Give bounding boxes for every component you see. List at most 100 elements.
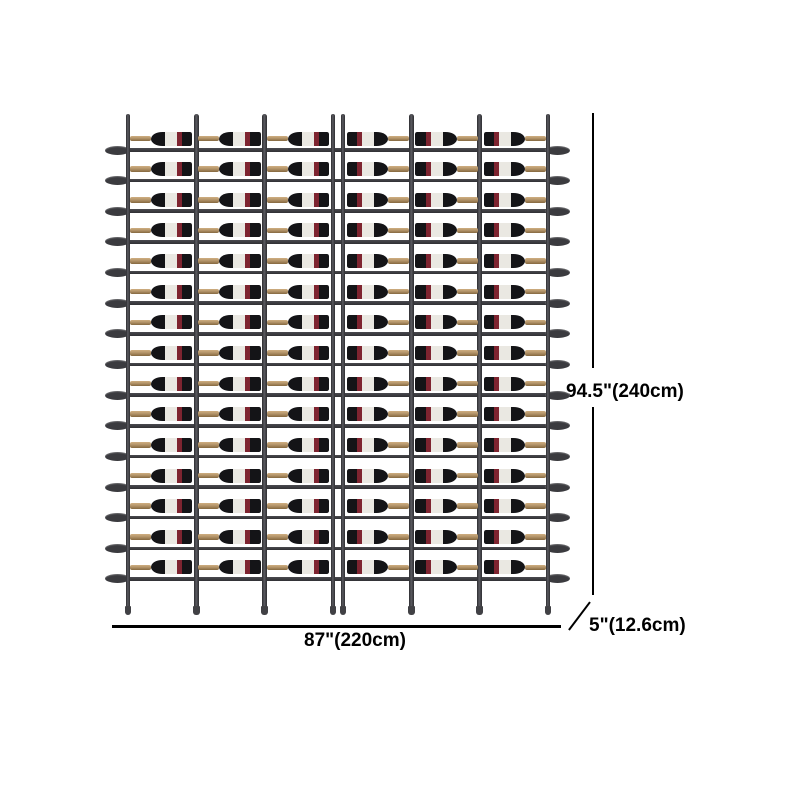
- bottle-label-red-band: [313, 529, 319, 544]
- bottle-neck: [130, 411, 151, 418]
- rail-loop: [105, 298, 130, 308]
- bottle-label-red-band: [425, 437, 431, 452]
- rack-post: [330, 114, 336, 614]
- bottle-label-red-band: [245, 499, 251, 514]
- bottle-body: [151, 560, 193, 575]
- bottle-label-red-band: [357, 529, 363, 544]
- bottle-label: [430, 468, 443, 483]
- bottle-body: [415, 560, 457, 575]
- bottle-label-red-band: [245, 254, 251, 269]
- bottle-body: [219, 499, 261, 514]
- rail-loop: [105, 329, 130, 339]
- bottle-label-red-band: [313, 131, 319, 146]
- bottle-body: [287, 345, 329, 360]
- rack-post: [262, 114, 267, 614]
- bottle-neck: [198, 227, 220, 234]
- bottle-label-red-band: [493, 560, 499, 575]
- bottle-neck: [266, 503, 288, 509]
- rail-loop: [545, 390, 570, 400]
- bottle-neck: [525, 319, 546, 326]
- width-dimension-label: 87"(220cm): [253, 631, 457, 651]
- bottle-label: [301, 315, 314, 330]
- bottle-neck: [456, 472, 478, 479]
- bottle-neck: [130, 503, 151, 509]
- bottle-neck: [456, 564, 478, 571]
- rail-loop: [105, 421, 130, 431]
- bottle-neck: [525, 135, 546, 142]
- bottle-label-red-band: [177, 468, 182, 483]
- bottle-label-red-band: [493, 376, 499, 391]
- bottle-label: [233, 162, 246, 177]
- bottle-label-red-band: [425, 499, 431, 514]
- rack-rail: [112, 301, 564, 305]
- bottle-neck: [456, 196, 478, 203]
- bottle-body: [415, 529, 457, 544]
- bottle-label-red-band: [357, 468, 363, 483]
- bottle-neck: [198, 319, 220, 326]
- rack-rail: [112, 515, 564, 520]
- bottle-label: [498, 407, 511, 422]
- bottle-body: [483, 284, 525, 299]
- bottle-body: [219, 529, 261, 544]
- bottle-label: [362, 345, 375, 360]
- bottle-label-red-band: [313, 437, 319, 452]
- bottle-body: [483, 345, 525, 360]
- bottle-label: [498, 254, 511, 269]
- bottle-body: [151, 345, 193, 360]
- bottle-body: [415, 345, 457, 360]
- bottle-neck: [130, 258, 151, 264]
- bottle-label-red-band: [425, 376, 431, 391]
- bottle-label: [301, 437, 314, 452]
- rail-loop: [545, 513, 570, 523]
- rail-loop: [545, 237, 570, 247]
- bottle-neck: [388, 135, 410, 142]
- bottle-label: [498, 162, 511, 177]
- bottle-body: [219, 192, 261, 207]
- bottle-label-red-band: [177, 315, 182, 330]
- bottle-body: [483, 529, 525, 544]
- bottle-label-red-band: [313, 162, 319, 177]
- bottle-label: [233, 315, 246, 330]
- bottle-label: [301, 560, 314, 575]
- bottle-neck: [130, 350, 151, 356]
- bottle-neck: [456, 503, 478, 509]
- bottle-label-red-band: [313, 499, 319, 514]
- bottle-label-red-band: [245, 468, 251, 483]
- bottle-neck: [388, 534, 410, 540]
- bottle-neck: [388, 503, 410, 509]
- bottle-neck: [456, 135, 478, 142]
- bottle-label: [430, 315, 443, 330]
- bottle-neck: [130, 166, 151, 172]
- bottle-neck: [388, 472, 410, 479]
- bottle-label: [301, 468, 314, 483]
- bottle-body: [287, 560, 329, 575]
- bottle-label: [498, 468, 511, 483]
- width-dimension-line: [112, 625, 561, 628]
- bottle-neck: [388, 288, 410, 295]
- bottle-label: [430, 529, 443, 544]
- bottle-label: [430, 376, 443, 391]
- bottle-label: [362, 529, 375, 544]
- bottle-label: [165, 315, 177, 330]
- bottle-label-red-band: [177, 254, 182, 269]
- bottle-neck: [525, 258, 546, 264]
- bottle-label: [362, 437, 375, 452]
- bottle-body: [483, 162, 525, 177]
- bottle-neck: [198, 411, 220, 418]
- bottle-label-red-band: [177, 284, 182, 299]
- bottle-label: [233, 192, 246, 207]
- bottle-label: [362, 560, 375, 575]
- bottle-label-red-band: [425, 162, 431, 177]
- rail-loop: [105, 574, 130, 584]
- bottle-body: [151, 315, 193, 330]
- bottle-label: [498, 376, 511, 391]
- rack-post-foot: [261, 606, 268, 615]
- bottle-label: [233, 131, 246, 146]
- bottle-body: [415, 192, 457, 207]
- bottle-label: [362, 315, 375, 330]
- rack-post-foot: [193, 606, 200, 615]
- bottle-label-red-band: [177, 437, 182, 452]
- bottle-label: [430, 345, 443, 360]
- bottle-neck: [266, 442, 288, 448]
- bottle-neck: [130, 564, 151, 571]
